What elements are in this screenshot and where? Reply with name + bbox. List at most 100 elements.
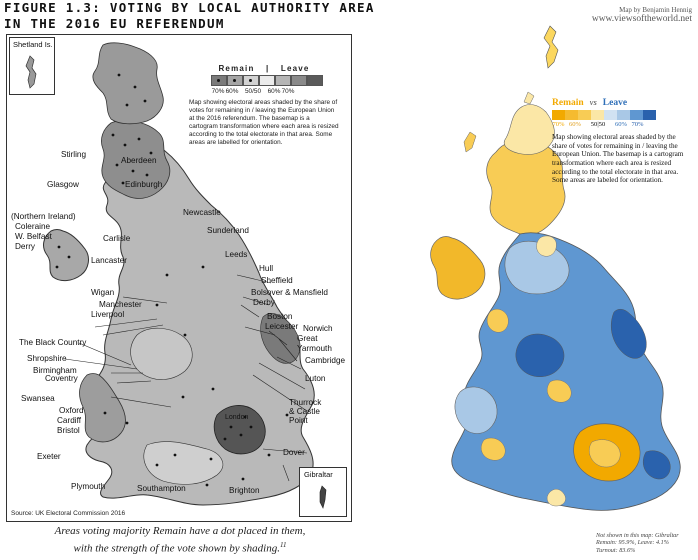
london-region [213,405,266,455]
label-southampton: Southampton [137,484,186,493]
left-tick-1: 60% [225,88,239,95]
label-glasgow: Glasgow [47,180,79,189]
left-legend-separator: | [265,64,270,73]
right-western-isles [463,131,477,153]
gibraltar-inset: Gibraltar [299,467,347,517]
right-tick-0: 70% [552,120,565,128]
right-northern-ireland [430,236,486,300]
left-legend-leave: Leave [280,64,310,73]
right-orkney [523,91,535,105]
left-swatch-leave-60 [275,75,291,86]
right-tick-4: 70% [631,120,644,128]
right-swatch-leave-70 [643,109,656,120]
left-legend-swatches [211,75,339,86]
right-legend: Remain vs Leave 70% 60% 50|50 60% 70% Ma… [552,98,692,185]
right-legend-leave: Leave [602,98,628,108]
label-newcastle: Newcastle [183,208,221,217]
left-tick-4: 70% [281,88,295,95]
right-tick-2: 50|50 [590,120,606,128]
right-london-inner [589,439,621,468]
label-carlisle: Carlisle [103,234,131,243]
right-midlands [515,333,565,377]
shetland-shape [25,55,37,89]
right-tick-1: 60% [568,120,582,128]
right-swatch-remain-60 [578,109,591,120]
place-labels: Aberdeen Stirling Glasgow Edinburgh (Nor… [11,150,345,495]
figure-title: FIGURE 1.3: VOTING BY LOCAL AUTHORITY AR… [4,0,375,32]
left-tick-3: 60% [267,88,281,95]
figure-title-line2: IN THE 2016 EU REFERENDUM [4,16,225,31]
left-map-panel: Aberdeen Stirling Glasgow Edinburgh (Nor… [6,34,352,522]
label-great-yarmouth-1: Great [297,334,318,343]
right-wales [454,386,498,434]
left-tick-2: 50/50 [245,88,261,95]
label-shropshire: Shropshire [27,354,67,363]
label-derry: Derry [15,242,36,251]
label-leader-lines [64,274,308,482]
remain-dots [55,73,289,487]
credit-line2: www.viewsoftheworld.net [591,14,692,24]
label-london: London [225,414,248,421]
label-bristol: Bristol [57,426,80,435]
label-coventry: Coventry [45,374,79,383]
label-castle-point-1: & Castle [289,407,320,416]
label-boston: Boston [267,312,293,321]
left-legend: Remain | Leave 70% 60% 50/50 60% 70% Map… [189,65,339,147]
label-northern-ireland: (Northern Ireland) [11,212,76,221]
right-manchester-patch [486,308,509,333]
figure-title-line1: FIGURE 1.3: VOTING BY LOCAL AUTHORITY AR… [4,0,375,15]
label-swansea: Swansea [21,394,55,403]
label-leeds: Leeds [225,250,247,259]
label-great-yarmouth-2: Yarmouth [297,344,332,353]
highlands-region [92,42,164,125]
left-swatch-remain-70 [211,75,227,86]
label-aberdeen: Aberdeen [121,156,157,165]
label-leicester: Leicester [265,322,298,331]
label-luton: Luton [305,374,326,383]
right-legend-remain: Remain [552,98,584,108]
label-sheffield: Sheffield [261,276,293,285]
left-swatch-leave-70 [307,75,323,86]
right-newcastle-patch [536,235,557,257]
right-tick-3: 60% [614,120,628,128]
right-swatch-leave-65 [630,109,643,120]
right-swatch-leave-55 [604,109,617,120]
right-legend-vs: vs [589,97,597,107]
map-credit: Map by Benjamin Hennig www.viewsofthewor… [592,6,692,24]
label-wigan: Wigan [91,288,115,297]
label-edinburgh: Edinburgh [125,180,163,189]
left-swatch-remain-60 [227,75,243,86]
left-cartogram-svg: Aberdeen Stirling Glasgow Edinburgh (Nor… [11,42,345,506]
caption-line1: Areas voting majority Remain have a dot … [54,525,306,537]
label-dover: Dover [283,448,305,457]
left-legend-heading: Remain | Leave [189,65,339,73]
right-legend-swatches [552,109,692,120]
caption-line2-wrap: with the strength of the vote shown by s… [10,538,350,556]
left-legend-description: Map showing electoral areas shaded by th… [189,99,339,146]
right-swatch-leave-60 [617,109,630,120]
label-derby: Derby [253,298,276,307]
left-swatch-leave-65 [291,75,307,86]
label-black-country: The Black Country [19,338,87,347]
label-coleraine: Coleraine [15,222,50,231]
label-oxford: Oxford [59,406,84,415]
right-bristol-patch [481,437,506,461]
label-sunderland: Sunderland [207,226,249,235]
left-source: Source: UK Electoral Commission 2016 [11,510,126,517]
left-swatch-remain-50 [243,75,259,86]
left-tick-0: 70% [211,88,225,95]
label-bolsover: Bolsover & Mansfield [251,288,328,297]
right-highlands [503,104,555,155]
label-manchester: Manchester [99,300,142,309]
shetland-inset-label: Shetland Is. [13,40,53,49]
caption-line2: with the strength of the vote shown by s… [73,542,280,555]
label-brighton: Brighton [229,486,260,495]
label-liverpool: Liverpool [91,310,124,319]
wales-region [79,373,126,443]
left-legend-remain: Remain [218,64,255,73]
figure-caption: Areas voting majority Remain have a dot … [10,524,350,556]
label-norwich: Norwich [303,324,333,333]
label-castle-point-2: Point [289,416,308,425]
southeast-region [143,441,224,485]
right-legend-heading: Remain vs Leave [552,98,692,108]
